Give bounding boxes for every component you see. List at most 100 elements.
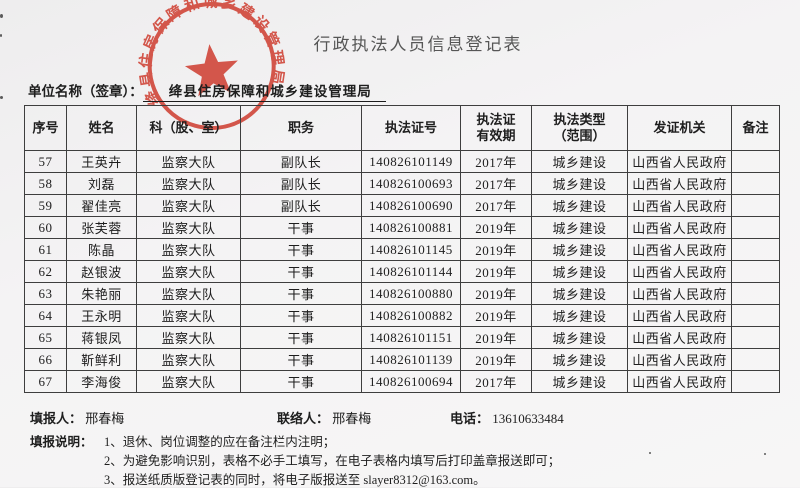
table-cell: 60 [24, 216, 67, 239]
table-cell: 城乡建设 [531, 260, 628, 283]
table-cell [731, 304, 780, 327]
table-cell: 城乡建设 [531, 172, 628, 195]
table-cell: 140826101139 [361, 348, 461, 371]
note-1: 1、退休、岗位调整的应在备注栏内注明； [104, 435, 336, 449]
table-row: 57 王英卉 监察大队 副队长 140826101149 2017年 城乡建设 山西省人民政府 [24, 150, 780, 173]
column-header-1: 姓名 [66, 105, 137, 151]
table-cell: 140826101144 [361, 260, 461, 283]
table-cell: 朱艳丽 [66, 282, 137, 305]
table-cell: 2019年 [460, 348, 532, 371]
table-cell: 山西省人民政府 [627, 238, 732, 261]
table-cell: 140826101149 [361, 150, 461, 173]
table-cell: 67 [24, 370, 67, 393]
table-cell: 干事 [240, 370, 362, 393]
table-cell: 城乡建设 [531, 304, 628, 327]
table-cell: 城乡建设 [531, 348, 628, 371]
column-header-2: 科（股、室） [136, 105, 241, 151]
personnel-table: 序号 姓名 科（股、室） 职务 执法证号 执法证 有效期 执法类型 （范围） 发证机关 备注 5… [24, 105, 780, 393]
notes-label: 填报说明： [30, 435, 93, 449]
contact-field: 联络人： 邢春梅 [277, 408, 371, 427]
scan-artifact [764, 453, 766, 455]
scan-artifact [649, 452, 651, 454]
table-cell: 山西省人民政府 [627, 304, 732, 327]
table-row: 65 蒋银凤 监察大队 干事 140826101151 2019年 城乡建设 山西省人民政府 [24, 326, 780, 349]
table-cell: 61 [24, 238, 67, 261]
table-cell: 140826100694 [361, 370, 461, 393]
table-cell: 65 [24, 326, 67, 349]
table-cell: 山西省人民政府 [627, 150, 732, 173]
table-cell: 李海俊 [66, 370, 137, 393]
column-header-4: 执法证号 [361, 105, 461, 151]
column-header-7: 发证机关 [627, 105, 732, 151]
table-cell: 山西省人民政府 [627, 348, 732, 371]
contact-label: 联络人： [277, 411, 330, 426]
table-row: 67 李海俊 监察大队 干事 140826100694 2017年 城乡建设 山西省人民政府 [24, 370, 780, 393]
table-cell: 2017年 [460, 194, 532, 217]
column-header-6: 执法类型 （范围） [531, 105, 628, 151]
unit-name-value: 绛县住房保障和城乡建设管理局 [142, 80, 386, 102]
table-cell: 140826100882 [361, 304, 461, 327]
phone-field: 电话： 13610633484 [450, 408, 564, 427]
scan-artifact [0, 96, 3, 99]
table-cell: 140826101145 [361, 238, 461, 261]
table-cell: 副队长 [240, 194, 362, 217]
table-cell: 翟佳亮 [66, 194, 137, 217]
table-cell: 2019年 [460, 216, 532, 239]
table-cell: 2019年 [460, 238, 532, 261]
table-cell: 2017年 [460, 370, 532, 393]
table-cell: 干事 [240, 282, 362, 305]
table-cell: 干事 [240, 260, 362, 283]
table-cell: 王英卉 [66, 150, 137, 173]
table-cell: 140826100690 [361, 194, 461, 217]
table-cell: 2017年 [460, 150, 532, 173]
table-cell: 干事 [240, 326, 362, 349]
table-cell: 城乡建设 [531, 238, 628, 261]
table-cell: 监察大队 [136, 216, 241, 239]
table-cell: 58 [24, 172, 67, 195]
table-cell [731, 282, 780, 305]
table-cell: 山西省人民政府 [627, 260, 732, 283]
table-cell [731, 216, 780, 239]
table-cell [731, 194, 780, 217]
table-cell: 监察大队 [136, 172, 241, 195]
scan-artifact [0, 14, 3, 18]
table-cell: 监察大队 [136, 370, 241, 393]
table-row: 63 朱艳丽 监察大队 干事 140826100880 2019年 城乡建设 山西省人民政府 [24, 282, 780, 305]
table-cell: 62 [24, 260, 67, 283]
table-cell: 山西省人民政府 [627, 370, 732, 393]
table-cell: 山西省人民政府 [627, 216, 732, 239]
note-2: 2、为避免影响识别，表格不必手工填写，在电子表格内填写后打印盖章报送即可； [104, 454, 561, 468]
table-cell: 监察大队 [136, 326, 241, 349]
table-cell: 山西省人民政府 [627, 172, 732, 195]
scan-artifact [533, 454, 535, 456]
column-header-3: 职务 [240, 105, 362, 151]
table-cell: 59 [24, 194, 67, 217]
table-cell [731, 326, 780, 349]
table-row: 59 翟佳亮 监察大队 副队长 140826100690 2017年 城乡建设 山西省人民政府 [24, 194, 780, 217]
table-cell: 监察大队 [136, 150, 241, 173]
table-cell: 64 [24, 304, 67, 327]
table-row: 61 陈晶 监察大队 干事 140826101145 2019年 城乡建设 山西省人民政府 [24, 238, 780, 261]
table-cell: 干事 [240, 216, 362, 239]
table-cell: 城乡建设 [531, 370, 628, 393]
table-cell: 2019年 [460, 304, 532, 327]
column-header-8: 备注 [731, 105, 780, 151]
filler-name: 邢春梅 [85, 411, 125, 426]
table-cell: 副队长 [240, 150, 362, 173]
table-cell: 城乡建设 [531, 216, 628, 239]
table-cell: 140826100880 [361, 282, 461, 305]
table-cell: 干事 [240, 238, 362, 261]
phone-number: 13610633484 [492, 411, 564, 426]
table-cell: 城乡建设 [531, 150, 628, 173]
table-cell: 副队长 [240, 172, 362, 195]
table-row: 64 王永明 监察大队 干事 140826100882 2019年 城乡建设 山西省人民政府 [24, 304, 780, 327]
table-cell: 2017年 [460, 172, 532, 195]
table-cell: 王永明 [66, 304, 137, 327]
table-row: 58 刘磊 监察大队 副队长 140826100693 2017年 城乡建设 山西省人民政府 [24, 172, 780, 195]
table-cell: 城乡建设 [531, 282, 628, 305]
table-cell [731, 172, 780, 195]
table-cell: 靳鲜利 [66, 348, 137, 371]
table-cell: 监察大队 [136, 282, 241, 305]
table-cell: 城乡建设 [531, 326, 628, 349]
